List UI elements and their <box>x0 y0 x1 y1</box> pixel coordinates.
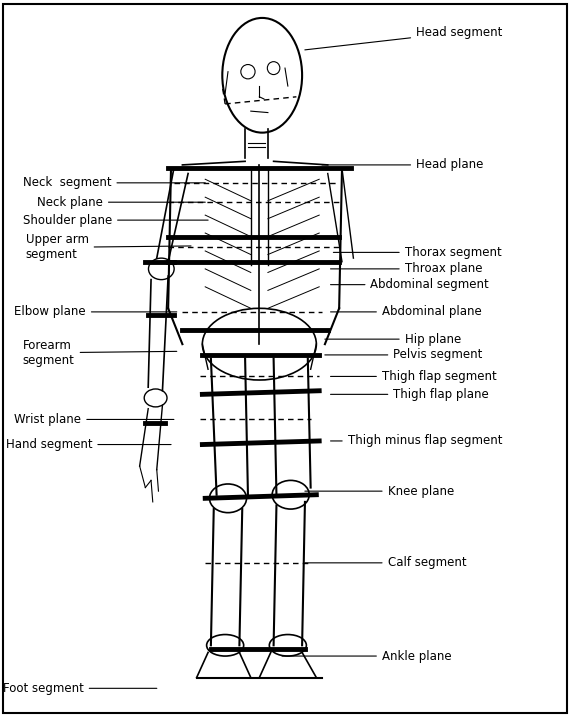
Text: Hand segment: Hand segment <box>6 438 171 451</box>
Text: Head plane: Head plane <box>322 158 483 171</box>
Text: Thorax segment: Thorax segment <box>333 246 502 259</box>
Text: Neck plane: Neck plane <box>37 196 205 209</box>
Ellipse shape <box>270 635 307 656</box>
Text: Abdominal segment: Abdominal segment <box>331 278 489 291</box>
Text: Neck  segment: Neck segment <box>23 176 205 189</box>
Text: Throax plane: Throax plane <box>331 262 482 275</box>
Text: Shoulder plane: Shoulder plane <box>23 214 208 227</box>
Ellipse shape <box>272 480 309 509</box>
Text: Abdominal plane: Abdominal plane <box>331 305 482 318</box>
Text: Wrist plane: Wrist plane <box>14 413 174 426</box>
Text: Foot segment: Foot segment <box>3 682 157 695</box>
Ellipse shape <box>222 18 302 133</box>
Text: Forearm
segment: Forearm segment <box>23 338 177 367</box>
Text: Pelvis segment: Pelvis segment <box>325 348 483 361</box>
Ellipse shape <box>267 62 280 75</box>
Ellipse shape <box>148 258 174 280</box>
Text: Thigh minus flap segment: Thigh minus flap segment <box>331 435 502 447</box>
Ellipse shape <box>206 635 244 656</box>
Text: Ankle plane: Ankle plane <box>282 650 451 663</box>
Text: Hip plane: Hip plane <box>325 333 461 346</box>
Ellipse shape <box>210 484 246 513</box>
Text: Upper arm
segment: Upper arm segment <box>26 233 191 262</box>
Text: Elbow plane: Elbow plane <box>14 305 177 318</box>
Ellipse shape <box>202 308 316 380</box>
Text: Head segment: Head segment <box>305 26 503 50</box>
Text: Thigh flap plane: Thigh flap plane <box>331 388 489 401</box>
Text: Thigh flap segment: Thigh flap segment <box>331 370 496 383</box>
Text: Knee plane: Knee plane <box>305 485 454 498</box>
Ellipse shape <box>144 389 167 407</box>
Ellipse shape <box>241 65 255 79</box>
Text: Calf segment: Calf segment <box>305 556 466 569</box>
